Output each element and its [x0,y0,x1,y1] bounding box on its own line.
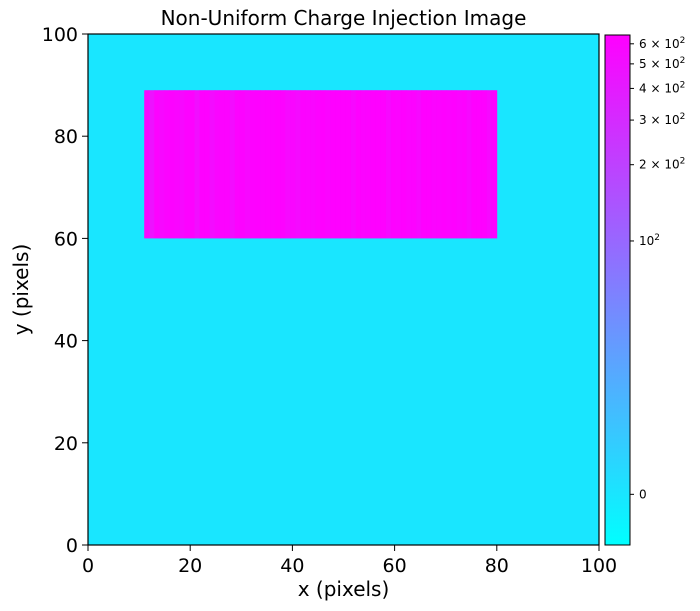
heatmap-cell [340,90,347,239]
heatmap-cell [154,90,160,239]
heatmap-cell [365,90,372,239]
heatmap-cell [199,90,206,239]
heatmap-cell [466,90,473,239]
heatmap-cell [144,90,150,239]
heatmap-cell [255,90,261,239]
heatmap-cell [421,90,427,239]
heatmap-cell [310,90,316,239]
x-tick-label: 20 [178,555,202,577]
heatmap-cell [305,90,311,239]
colorbar-ticks: 0 102 2 × 102 3 × 102 4 × 102 5 × 102 6 × 102 [630,36,685,501]
heatmap-cell [209,90,216,239]
heatmap-cell [174,90,180,239]
heatmap-cell [219,90,226,239]
heatmap-cell [290,90,296,239]
y-tick-label: 0 [66,535,78,557]
heatmap-cell [194,90,201,239]
heatmap-cell [355,90,362,239]
heatmap-cell [375,90,382,239]
heatmap-cell [391,90,397,239]
heatmap-cell [461,90,467,239]
heatmap-cell [360,90,367,239]
heatmap-cell [179,90,185,239]
heatmap-cell [149,90,155,239]
heatmap-cell [481,90,488,239]
heatmap-cell [164,90,170,239]
heatmap-cell [249,90,256,239]
x-axis-ticks: 0 20 40 60 80 100 [82,545,617,577]
colorbar-tick-label: 102 [639,233,660,248]
heatmap-cell [471,90,478,239]
heatmap-cell [416,90,422,239]
heatmap-cell [476,90,483,239]
heatmap-cell [275,90,281,239]
heatmap-cell [396,90,402,239]
heatmap-cell [441,90,447,239]
heatmap-cell [385,90,392,239]
colorbar-tick-label: 6 × 102 [639,36,685,51]
colorbar-tick-label: 4 × 102 [639,80,685,95]
heatmap-cell [320,90,326,239]
heatmap-cell [234,90,241,239]
x-axis-label: x (pixels) [298,577,390,601]
y-tick-label: 40 [54,331,78,353]
heatmap-cell [446,90,452,239]
heatmap-cell [224,90,231,239]
heatmap-cell [401,90,407,239]
heatmap-cell [295,90,301,239]
x-tick-label: 0 [82,555,94,577]
x-tick-label: 80 [485,555,509,577]
heatmap-cell [169,90,175,239]
heatmap-cell [265,90,271,239]
heatmap-image [88,34,599,545]
y-axis-label: y (pixels) [9,244,33,336]
colorbar-tick-label: 3 × 102 [639,112,685,127]
heatmap-cell [280,90,286,239]
heatmap-cell [370,90,377,239]
heatmap-cell [411,90,417,239]
heatmap-cell [244,90,251,239]
x-tick-label: 60 [383,555,407,577]
heatmap-cell [300,90,306,239]
colorbar-tick-label: 5 × 102 [639,56,685,71]
heatmap-cell [436,90,442,239]
y-tick-label: 100 [42,24,78,46]
heatmap-cell [325,90,331,239]
y-tick-label: 80 [54,126,78,148]
heatmap-cell [270,90,276,239]
heatmap-cell [285,90,291,239]
x-tick-label: 100 [581,555,617,577]
heatmap-cell [406,90,412,239]
heatmap-cell [486,90,493,239]
heatmap-cell [260,90,266,239]
colorbar-tick-label: 0 [639,487,647,501]
heatmap-cell [345,90,352,239]
y-tick-label: 60 [54,228,78,250]
heatmap-cell [159,90,165,239]
y-tick-label: 20 [54,433,78,455]
heatmap-cell [451,90,457,239]
heatmap-cell [330,90,337,239]
chart-title: Non-Uniform Charge Injection Image [161,6,527,30]
heatmap-cell [380,90,387,239]
heatmap-cell [335,90,342,239]
y-axis-ticks: 0 20 40 60 80 100 [42,24,88,557]
heatmap-cell [214,90,221,239]
heatmap-cell [491,90,498,239]
plot-frame [87,33,600,546]
heatmap-cell [431,90,437,239]
heatmap-cell [229,90,236,239]
colorbar-tick-label: 2 × 102 [639,157,685,172]
heatmap-cell [184,90,190,239]
heatmap-cell [239,90,246,239]
heatmap-cell [350,90,357,239]
heatmap-cell [189,90,195,239]
heatmap-cell [456,90,462,239]
heatmap-cell [426,90,432,239]
colorbar [604,34,631,546]
x-tick-label: 40 [280,555,304,577]
heatmap-cell [204,90,211,239]
heatmap-cell [315,90,321,239]
